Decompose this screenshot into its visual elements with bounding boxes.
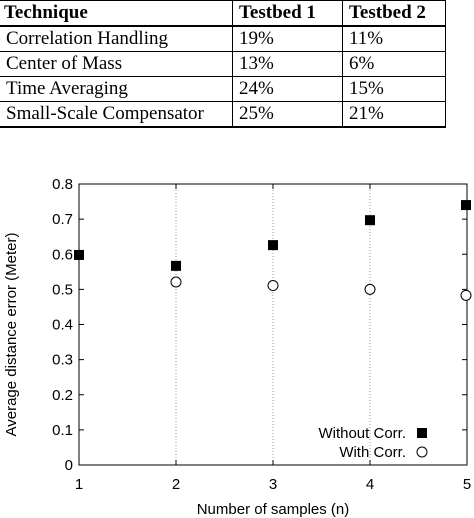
y-tick-label: 0.1: [52, 422, 73, 439]
y-tick-label: 0.4: [52, 317, 73, 334]
data-point-circle: [364, 283, 376, 295]
legend: Without Corr. With Corr.: [318, 425, 428, 461]
x-tick-label: 2: [172, 476, 180, 493]
table-row: Small-Scale Compensator 25% 21%: [0, 101, 446, 128]
legend-marker: [417, 428, 427, 438]
table-row: Time Averaging 24% 15%: [0, 76, 446, 102]
table-cell: Center of Mass: [0, 51, 233, 77]
table-cell: Small-Scale Compensator: [0, 101, 233, 128]
y-axis-label: Average distance error (Meter): [3, 233, 20, 437]
x-tick-label: 3: [269, 476, 277, 493]
table-row: Correlation Handling 19% 11%: [0, 25, 446, 52]
x-tick-label: 5: [463, 476, 471, 493]
y-tick-label: 0.5: [52, 281, 73, 298]
data-points: [74, 200, 472, 301]
table-cell: 24%: [232, 76, 343, 102]
legend-label: With Corr.: [339, 444, 406, 461]
table-header-row: Technique Testbed 1 Testbed 2: [0, 0, 446, 27]
header-testbed-1: Testbed 1: [232, 0, 343, 27]
header-testbed-2: Testbed 2: [342, 0, 446, 27]
table-cell: 13%: [232, 51, 343, 77]
axis-ticks: [78, 183, 468, 466]
table-row: Center of Mass 13% 6%: [0, 51, 446, 77]
table-cell: 19%: [232, 25, 343, 52]
grid-lines: [175, 184, 371, 465]
y-tick-label: 0.6: [52, 246, 73, 263]
y-tick-label: 0.7: [52, 211, 73, 228]
data-point-square: [268, 240, 278, 251]
results-table: Technique Testbed 1 Testbed 2 Correlatio…: [0, 0, 446, 128]
y-tick-label: 0: [65, 457, 73, 474]
x-tick-labels: 1 2 3 4 5: [75, 476, 471, 493]
data-point-circle: [460, 289, 472, 301]
x-tick-label: 4: [366, 476, 374, 493]
table-cell: 21%: [342, 101, 446, 128]
table-cell: Time Averaging: [0, 76, 233, 102]
y-tick-label: 0.8: [52, 176, 73, 193]
y-tick-label: 0.2: [52, 387, 73, 404]
legend-marker: [416, 446, 428, 458]
data-point-square: [74, 249, 84, 260]
legend-label: Without Corr.: [318, 425, 406, 442]
header-technique: Technique: [0, 0, 233, 27]
table-cell: 25%: [232, 101, 343, 128]
y-tick-label: 0.3: [52, 352, 73, 369]
data-point-square: [365, 215, 375, 226]
table-cell: Correlation Handling: [0, 25, 233, 52]
table-cell: 15%: [342, 76, 446, 102]
x-axis-label: Number of samples (n): [197, 501, 350, 518]
x-tick-label: 1: [75, 476, 83, 493]
y-tick-labels: 0 0.1 0.2 0.3 0.4 0.5 0.6 0.7 0.8: [52, 176, 73, 474]
data-point-square: [171, 260, 181, 271]
data-point-circle: [170, 276, 182, 288]
data-point-circle: [267, 280, 279, 292]
data-point-square: [461, 200, 471, 211]
